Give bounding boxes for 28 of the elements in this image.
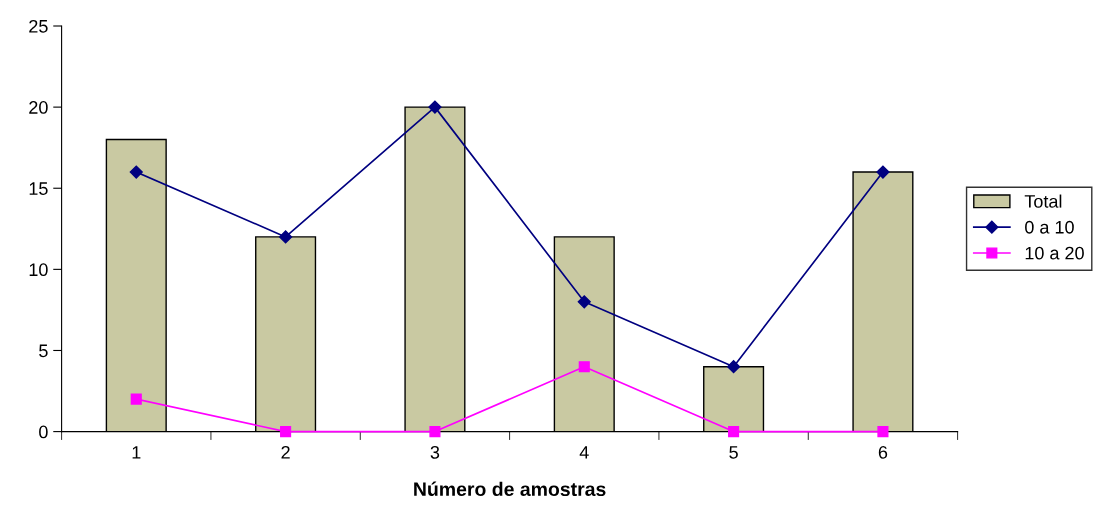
y-tick-label: 0	[39, 425, 48, 439]
y-tick-label: 25	[29, 19, 48, 33]
legend-label: Total	[1024, 194, 1062, 208]
point	[728, 426, 740, 438]
point	[279, 230, 293, 244]
x-tick-label: 2	[281, 445, 290, 459]
point	[577, 295, 591, 309]
point	[876, 165, 890, 179]
y-tick-label: 5	[39, 344, 48, 358]
legend-label: 10 a 20	[1025, 246, 1084, 260]
point	[428, 100, 442, 114]
x-tick-label: 1	[132, 446, 141, 459]
point	[877, 426, 889, 438]
x-tick-label: 4	[579, 446, 589, 459]
y-tick-label: 20	[29, 101, 48, 114]
y-tick-label: 15	[29, 182, 48, 195]
point	[129, 165, 143, 179]
point	[727, 360, 741, 374]
x-tick-label: 6	[878, 445, 888, 459]
point	[578, 361, 590, 373]
point	[280, 426, 292, 438]
point	[429, 426, 441, 438]
point	[130, 393, 142, 405]
legend-label: 0 a 10	[1025, 220, 1074, 234]
y-tick-label: 10	[29, 263, 48, 277]
x-tick-label: 3	[430, 445, 440, 459]
x-tick-label: 5	[729, 446, 738, 459]
x-axis-title: Número de amostras	[414, 481, 606, 497]
